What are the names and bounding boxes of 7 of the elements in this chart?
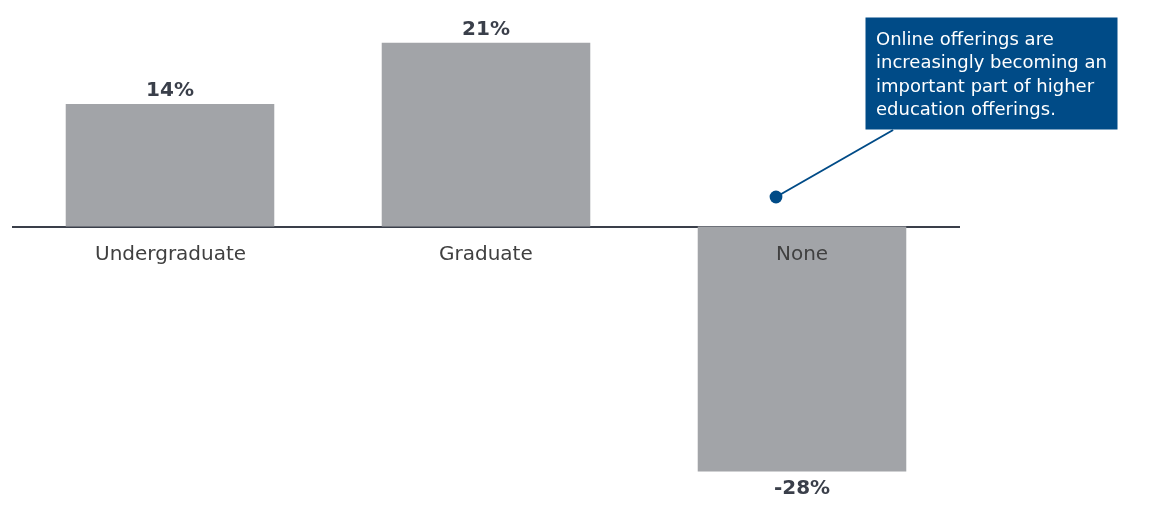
data-label: -28%: [773, 474, 831, 499]
x-tick-label: None: [776, 241, 829, 265]
x-tick-label: Undergraduate: [95, 241, 247, 265]
x-tick-label: Graduate: [439, 241, 533, 265]
data-label: 21%: [462, 15, 510, 40]
data-label: 14%: [146, 77, 194, 102]
annotation: Online offerings are increasingly becoming an important part of higher education offerings.: [876, 28, 1107, 120]
